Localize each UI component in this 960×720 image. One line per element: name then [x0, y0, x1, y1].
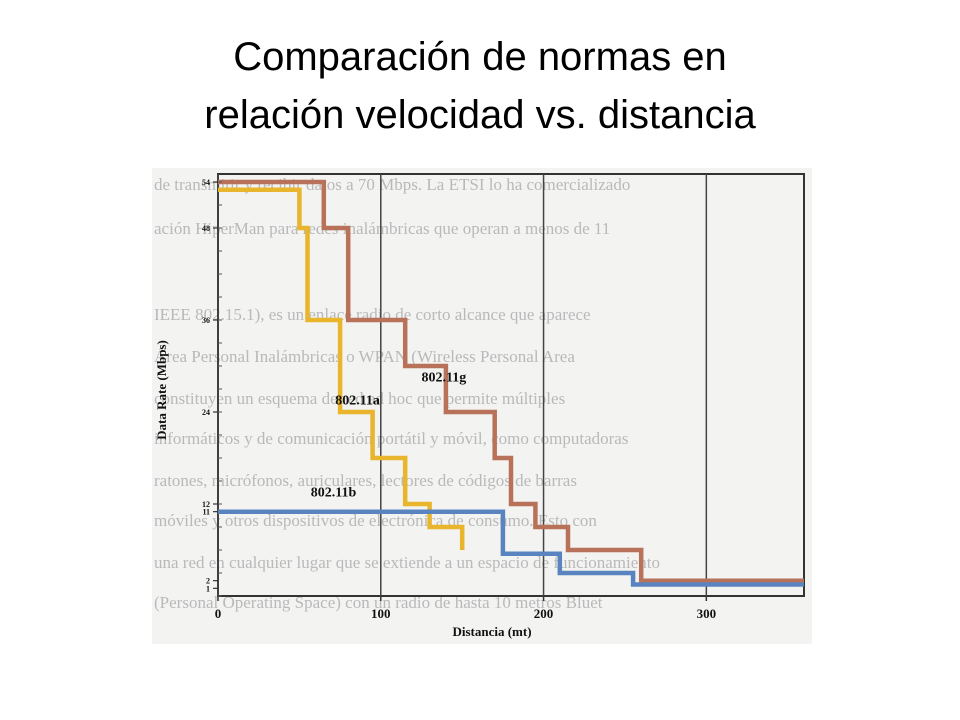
rate-distance-chart: de transmitir y recibir datos a 70 Mbps.…: [154, 173, 805, 639]
x-tick-labels: 0 100 200 300: [215, 596, 716, 621]
series-line-802-11g: [218, 179, 804, 583]
x-tick-label: 200: [534, 606, 554, 621]
background-text-line: ratones, micrófonos, auriculares, lector…: [154, 471, 577, 490]
y-tick-label: 2: [206, 577, 210, 586]
y-tick-label: 11: [202, 508, 210, 517]
chart-container: de transmitir y recibir datos a 70 Mbps.…: [152, 168, 812, 644]
background-text-line: móviles y otros dispositivos de electrón…: [154, 511, 597, 530]
vertical-gridlines: [217, 174, 708, 596]
y-tick-label: 36: [202, 316, 210, 325]
y-tick-label: 1: [206, 584, 210, 593]
x-tick-label: 100: [371, 606, 391, 621]
y-tick-label: 12: [202, 500, 210, 509]
series-label-802-11g: 802.11g: [421, 370, 466, 385]
background-text-line: ación HiperMan para redes inalámbricas q…: [154, 219, 610, 238]
background-text-line: una red en cualquier lugar que se extien…: [154, 553, 660, 572]
series-label-802-11a: 802.11a: [335, 393, 380, 408]
slide-title: Comparación de normas en relación veloci…: [0, 28, 960, 144]
series-lines: [218, 179, 804, 587]
series-line-802-11b: [218, 509, 804, 587]
x-axis-label: Distancia (mt): [452, 624, 531, 639]
background-scan-text: de transmitir y recibir datos a 70 Mbps.…: [154, 175, 660, 612]
series-label-802-11b: 802.11b: [311, 485, 357, 500]
background-text-line: IEEE 802.15.1), es un enlace radio de co…: [154, 305, 591, 324]
y-tick-label: 24: [202, 408, 210, 417]
slide-title-line-1: Comparación de normas en: [233, 35, 727, 79]
background-text-line: informáticos y de comunicación portátil …: [154, 429, 628, 448]
background-text-line: constituyen un esquema de red ad hoc que…: [154, 389, 565, 408]
y-axis-label: Data Rate (Mbps): [154, 340, 169, 440]
background-text-line: Área Personal Inalámbricas o WPAN (Wirel…: [154, 347, 575, 366]
x-tick-label: 300: [697, 606, 717, 621]
slide-title-line-2: relación velocidad vs. distancia: [204, 93, 756, 137]
series-labels: 802.11g 802.11a 802.11b: [311, 370, 466, 500]
y-tick-label: 48: [202, 224, 210, 233]
background-text-line: (Personal Operating Space) con un radio …: [154, 593, 603, 612]
y-tick-label: 54: [202, 178, 210, 187]
x-tick-label: 0: [215, 606, 222, 621]
series-line-802-11a: [218, 187, 465, 550]
